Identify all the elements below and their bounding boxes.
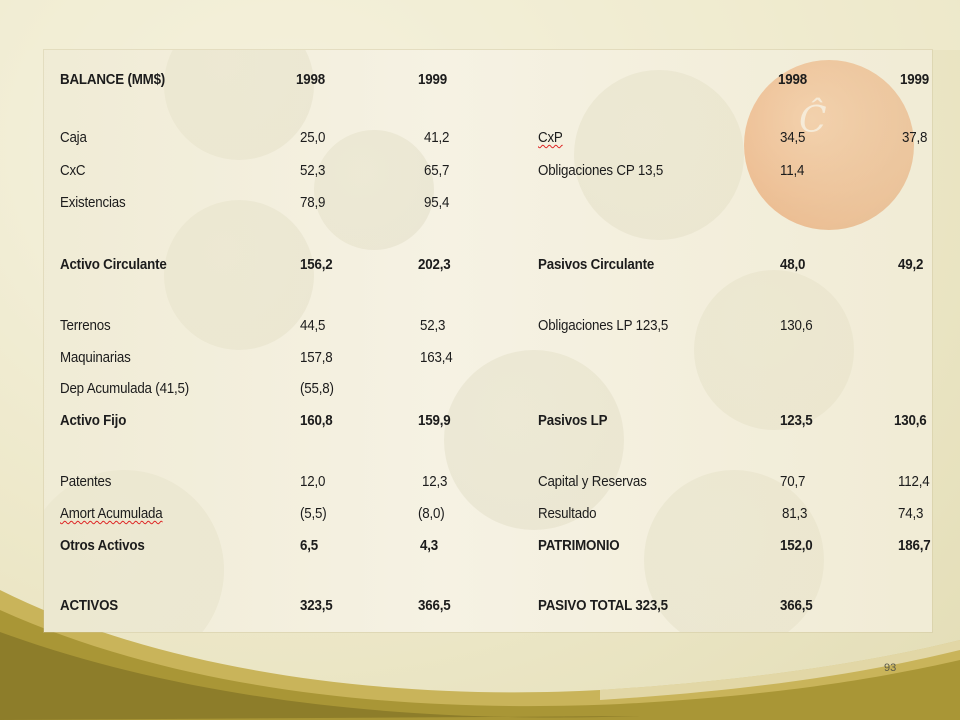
header-title: BALANCE (MM$) (60, 72, 166, 88)
row-value-1998: 12,0 (300, 474, 326, 490)
row-value-1998: 6,5 (300, 538, 318, 554)
row-label-right: Resultado (538, 506, 597, 522)
row-value-1999: 159,9 (418, 413, 451, 429)
row-value-right-1998: 48,0 (780, 257, 806, 273)
row-value-1998: 25,0 (300, 130, 326, 146)
row-label: CxC (60, 163, 86, 179)
row-label: Maquinarias (60, 350, 131, 366)
row-label-total: Activo Fijo (60, 413, 127, 429)
row-value-1998: (55,8) (300, 381, 334, 397)
row-value-1999: 366,5 (418, 598, 451, 614)
header-year-1999: 1999 (418, 72, 447, 88)
row-value-1998: 156,2 (300, 257, 333, 273)
row-label: Patentes (60, 474, 112, 490)
row-label-right: Capital y Reservas (538, 474, 647, 490)
header-year-1998: 1998 (296, 72, 325, 88)
row-value-right-1998: 11,4 (780, 163, 805, 179)
row-label-right-grand-total: PASIVO TOTAL 323,5 (538, 598, 668, 614)
row-label-right-total: Pasivos Circulante (538, 257, 655, 273)
row-value-right-1999: 112,4 (898, 474, 930, 490)
row-value-right-1998: 81,3 (782, 506, 808, 522)
row-label-right: Obligaciones CP 13,5 (538, 163, 664, 179)
row-value-right-1998: 130,6 (780, 318, 813, 334)
header-year-1998-right: 1998 (778, 72, 807, 88)
row-value-1999: 41,2 (424, 130, 450, 146)
row-label: Amort Acumulada (60, 506, 163, 522)
row-value-1998: 52,3 (300, 163, 326, 179)
row-value-right-1998: 366,5 (780, 598, 813, 614)
row-value-1999: (8,0) (418, 506, 445, 522)
row-value-right-1998: 123,5 (780, 413, 813, 429)
header-year-1999-right: 1999 (900, 72, 929, 88)
row-label-right-total: PATRIMONIO (538, 538, 620, 554)
row-label-total: Activo Circulante (60, 257, 167, 273)
row-value-1998: 160,8 (300, 413, 333, 429)
row-label-right-total: Pasivos LP (538, 413, 608, 429)
row-value-1998: 44,5 (300, 318, 326, 334)
row-value-right-1999: 186,7 (898, 538, 931, 554)
row-value-1999: 4,3 (420, 538, 438, 554)
row-value-right-1998: 34,5 (780, 130, 806, 146)
row-label: Terrenos (60, 318, 111, 334)
row-value-1999: 12,3 (422, 474, 448, 490)
row-value-1998: 323,5 (300, 598, 333, 614)
row-label: Caja (60, 130, 87, 146)
row-value-1998: 78,9 (300, 195, 326, 211)
row-value-1998: (5,5) (300, 506, 327, 522)
row-label-right: Obligaciones LP 123,5 (538, 318, 669, 334)
row-value-right-1998: 70,7 (780, 474, 806, 490)
row-label-grand-total: ACTIVOS (60, 598, 119, 614)
row-value-right-1999: 37,8 (902, 130, 928, 146)
balance-sheet-image: Ĉ (44, 50, 932, 632)
panel-shade (44, 50, 932, 632)
row-value-right-1999: 74,3 (898, 506, 924, 522)
row-value-1998: 157,8 (300, 350, 333, 366)
row-label: Dep Acumulada (41,5) (60, 381, 190, 397)
row-label-right: CxP (538, 130, 563, 146)
row-value-1999: 95,4 (424, 195, 450, 211)
row-label-total: Otros Activos (60, 538, 145, 554)
row-value-right-1999: 49,2 (898, 257, 924, 273)
page-number: 93 (884, 662, 897, 674)
row-value-1999: 163,4 (420, 350, 453, 366)
row-value-right-1999: 130,6 (894, 413, 927, 429)
row-label: Existencias (60, 195, 126, 211)
row-value-right-1998: 152,0 (780, 538, 813, 554)
row-value-1999: 202,3 (418, 257, 451, 273)
row-value-1999: 52,3 (420, 318, 446, 334)
row-value-1999: 65,7 (424, 163, 450, 179)
